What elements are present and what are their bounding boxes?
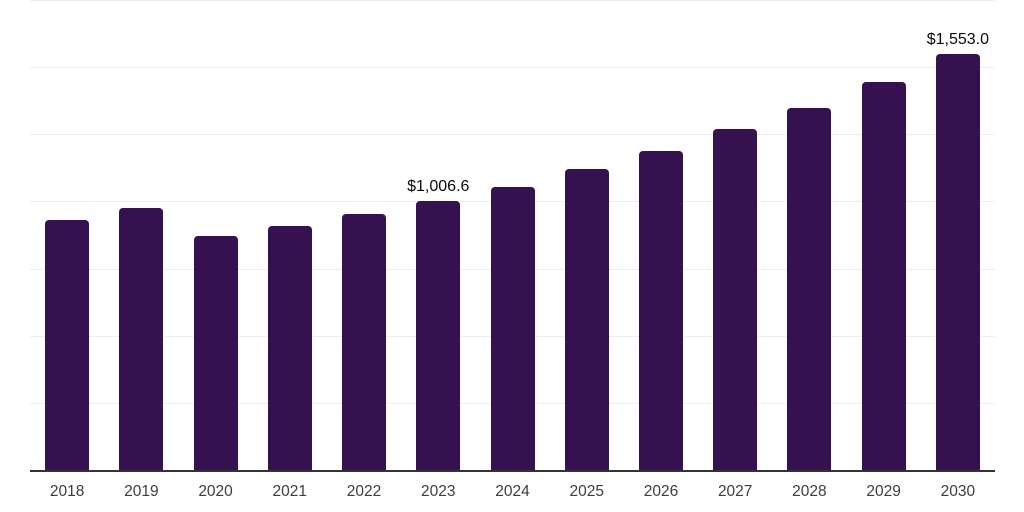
x-axis-line [30, 470, 995, 472]
bar-2021 [267, 225, 312, 471]
gridline-1500 [30, 67, 995, 69]
bar-2030 [935, 53, 980, 471]
x-axis-labels: 2018 2019 2020 2021 2022 2023 2024 2025 2026 2027… [30, 483, 995, 505]
x-tick-label-2018: 2018 [49, 483, 85, 500]
x-tick-label-2025: 2025 [569, 483, 604, 500]
bar-2019 [119, 208, 164, 471]
bar-2029 [861, 82, 906, 471]
x-tick-label-2019: 2019 [124, 483, 159, 500]
x-tick-label-2020: 2020 [198, 483, 233, 500]
gridline-1250 [30, 134, 995, 136]
bar-2022 [342, 213, 387, 471]
bar-2024 [490, 187, 535, 471]
plot-area: $1,006.6 $1,553.0 [30, 0, 995, 472]
bar-2026 [638, 151, 683, 471]
bar-2025 [564, 169, 609, 471]
gridline-1750 [30, 0, 995, 1]
x-tick-label-2026: 2026 [643, 483, 679, 500]
bar-2028 [787, 108, 832, 471]
x-tick-label-2021: 2021 [272, 483, 308, 500]
bar-value-label-2023: $1,006.6 [407, 177, 470, 195]
x-tick-label-2024: 2024 [495, 483, 530, 500]
bar-2020 [193, 236, 238, 471]
x-tick-label-2022: 2022 [346, 483, 382, 500]
bar-2018 [45, 220, 90, 471]
x-tick-label-2027: 2027 [717, 483, 753, 500]
x-tick-label-2028: 2028 [792, 483, 827, 500]
bar-2023 [416, 200, 461, 471]
x-tick-label-2029: 2029 [866, 483, 901, 500]
x-tick-label-2030: 2030 [940, 483, 976, 500]
x-tick-label-2023: 2023 [421, 483, 456, 500]
bar-value-label-2030: $1,553.0 [926, 30, 990, 48]
bar-2027 [713, 129, 758, 471]
